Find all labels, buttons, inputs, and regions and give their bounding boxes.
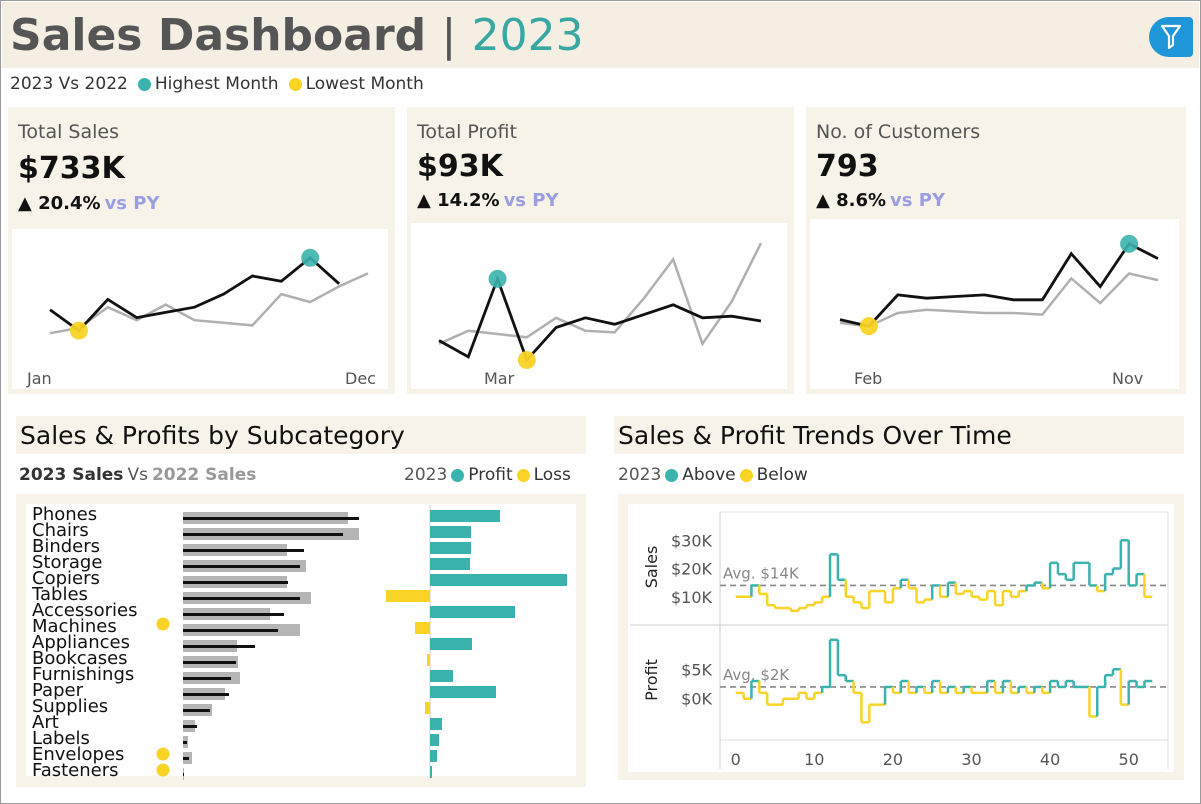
kpi-card-profit[interactable]: Total Profit $93K ▲ 14.2% vs PY Mar (407, 107, 794, 394)
below-dot-icon (739, 468, 753, 482)
trends-panel (618, 494, 1184, 780)
subcategory-label: Art (32, 712, 59, 733)
kpi-label: Total Profit (417, 121, 517, 143)
kpi-vs-label: vs PY (104, 193, 160, 214)
subcategory-label: Tables (32, 584, 88, 605)
trends-legend: 2023 Above Below (618, 465, 808, 485)
subcategory-label: Copiers (32, 568, 100, 589)
axis-start-label: Jan (27, 369, 52, 388)
legend-below: Below (756, 465, 808, 485)
subcategory-label: Accessories (32, 600, 138, 621)
top-legend: 2023 Vs 2022 Highest Month Lowest Month (10, 74, 424, 94)
kpi-change: ▲ 8.6% vs PY (816, 190, 945, 211)
trends-title-bar: Sales & Profit Trends Over Time (614, 416, 1184, 454)
current-year-line (49, 255, 341, 333)
subcategory-label: Bookcases (32, 648, 128, 669)
profit-dot-icon (451, 468, 465, 482)
subcategory-label: Chairs (32, 520, 89, 541)
kpi-card-sales[interactable]: Total Sales $733K ▲ 20.4% vs PY Jan Dec (8, 107, 395, 394)
subcategory-label: Furnishings (32, 664, 135, 685)
axis-start-label: Mar (484, 369, 515, 388)
page-title: Sales Dashboard | 2023 (10, 10, 584, 61)
kpi-change-value: 8.6% (836, 190, 887, 211)
legend-year: 2023 (618, 465, 662, 485)
legend-2022-sales: 2022 Sales (151, 465, 257, 485)
kpi-label: Total Sales (18, 121, 119, 143)
kpi-sparkline: Feb Nov (810, 219, 1179, 389)
title-year: 2023 (471, 10, 584, 61)
profit-sparkline-chart (438, 242, 763, 370)
title-separator: | (441, 10, 457, 61)
previous-year-line (49, 272, 369, 335)
lowest-month-marker (859, 317, 878, 336)
trends-plot-area (628, 504, 1174, 772)
subcategory-title-bar: Sales & Profits by Subcategory (16, 416, 586, 454)
above-dot-icon (665, 468, 679, 482)
filter-icon (1160, 24, 1182, 50)
lowest-dot-icon (288, 77, 302, 91)
highest-month-marker (1120, 234, 1139, 253)
lowest-label: Lowest Month (305, 74, 424, 94)
kpi-card-customers[interactable]: No. of Customers 793 ▲ 8.6% vs PY Feb Nov (806, 107, 1186, 394)
kpi-label: No. of Customers (816, 121, 981, 143)
subcategory-label: Fasteners (32, 760, 119, 781)
highest-month-marker (488, 269, 507, 288)
highest-dot-icon (137, 77, 151, 91)
previous-year-line (438, 242, 763, 347)
sales-sparkline-chart (49, 248, 369, 340)
subcategory-label: Phones (32, 504, 98, 525)
comparison-label: 2023 Vs 2022 (10, 74, 128, 94)
subcategory-label: Supplies (32, 696, 109, 717)
kpi-change: ▲ 14.2% vs PY (417, 190, 559, 211)
lowest-month-marker (69, 321, 88, 340)
kpi-change-value: 14.2% (437, 190, 500, 211)
subcategory-label: Envelopes (32, 744, 125, 765)
section-title: Sales & Profit Trends Over Time (618, 421, 1012, 450)
subcategory-profit-legend: 2023 Profit Loss (404, 465, 571, 485)
axis-end-label: Nov (1112, 369, 1144, 388)
kpi-vs-label: vs PY (890, 190, 945, 211)
header-bar: Sales Dashboard | 2023 (2, 2, 1199, 68)
legend-loss: Loss (533, 465, 571, 485)
subcategory-label: Machines (32, 616, 117, 637)
loss-dot-icon (516, 468, 530, 482)
kpi-change: ▲ 20.4% vs PY (18, 193, 160, 214)
kpi-sparkline: Jan Dec (12, 229, 388, 389)
highest-month-marker (301, 248, 320, 267)
current-year-line (438, 274, 762, 363)
axis-start-label: Feb (854, 369, 883, 388)
customers-sparkline-chart (839, 234, 1159, 336)
kpi-change-value: 20.4% (38, 193, 101, 214)
legend-2023-sales: 2023 Sales (19, 465, 124, 485)
highest-label: Highest Month (154, 74, 279, 94)
legend-vs: Vs (127, 465, 148, 485)
subcategory-panel (16, 494, 586, 787)
kpi-value: $93K (417, 149, 503, 184)
subcategory-label: Appliances (32, 632, 130, 653)
subcategory-label: Binders (32, 536, 101, 557)
axis-end-label: Dec (345, 369, 376, 388)
section-title: Sales & Profits by Subcategory (20, 421, 405, 450)
lowest-month-marker (517, 351, 536, 370)
title-text: Sales Dashboard (10, 10, 427, 61)
legend-above: Above (682, 465, 736, 485)
filter-button[interactable] (1149, 17, 1193, 57)
kpi-value: $733K (18, 151, 125, 186)
kpi-value: 793 (816, 149, 879, 184)
current-year-line (839, 241, 1159, 328)
legend-year: 2023 (404, 465, 448, 485)
kpi-sparkline: Mar (411, 223, 787, 389)
subcategory-label: Labels (32, 728, 90, 749)
kpi-vs-label: vs PY (503, 190, 559, 211)
subcategory-label: Paper (32, 680, 83, 701)
subcategory-label: Storage (32, 552, 103, 573)
previous-year-line (839, 272, 1159, 328)
legend-profit: Profit (468, 465, 513, 485)
subcategory-sales-legend: 2023 Sales Vs 2022 Sales (19, 465, 256, 485)
